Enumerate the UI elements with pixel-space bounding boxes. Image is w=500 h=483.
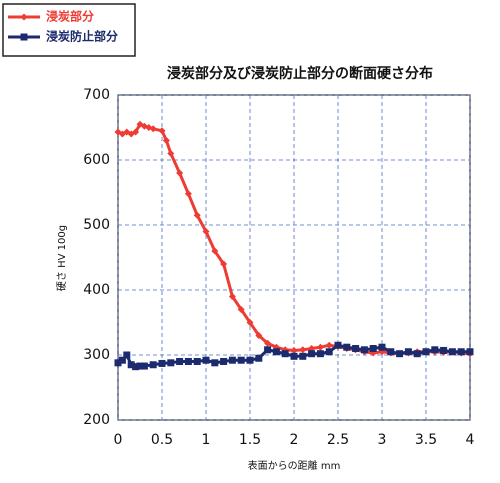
point (211, 359, 219, 367)
legend-marker (20, 13, 28, 21)
point (264, 339, 272, 347)
point (202, 228, 210, 235)
point (308, 350, 316, 358)
point (422, 348, 430, 356)
point (162, 137, 170, 144)
point (158, 127, 166, 135)
legend-box (2, 3, 136, 57)
point (220, 260, 228, 268)
x-tick-label: 1 (202, 432, 211, 448)
x-tick-label: 1.5 (239, 432, 261, 448)
point (184, 358, 192, 365)
y-tick-label: 600 (83, 152, 110, 168)
point (114, 359, 122, 367)
x-tick-label: 2.5 (327, 432, 349, 448)
point (136, 362, 144, 370)
x-tick-label: 3.5 (415, 432, 437, 448)
point (167, 150, 175, 157)
point (220, 358, 228, 365)
legend-marker (20, 33, 28, 41)
point (193, 211, 201, 219)
point (281, 350, 289, 358)
point (378, 343, 386, 351)
point (299, 352, 307, 360)
x-tick-label: 0.5 (151, 432, 173, 448)
point (352, 345, 360, 352)
point (255, 354, 263, 362)
point (211, 247, 219, 255)
point (334, 341, 342, 349)
y-axis-label: 硬さ HV 100g (56, 225, 68, 291)
point (413, 350, 421, 358)
point (457, 348, 465, 356)
point (272, 348, 280, 356)
point (140, 362, 148, 370)
point (228, 356, 236, 364)
point (440, 346, 448, 354)
point (123, 351, 131, 359)
point (299, 346, 307, 354)
y-tick-label: 300 (83, 347, 110, 363)
point (167, 359, 175, 367)
point (132, 363, 140, 371)
y-tick-label: 700 (83, 87, 110, 103)
point (448, 348, 456, 356)
legend-label: 浸炭防止部分 (46, 29, 118, 44)
point (237, 306, 245, 313)
point (158, 359, 166, 367)
x-tick-label: 0 (114, 432, 123, 448)
x-tick-label: 3 (378, 432, 387, 448)
y-tick-label: 400 (83, 282, 110, 298)
x-tick-label: 2 (290, 432, 299, 448)
x-tick-label: 4 (466, 432, 475, 448)
point (325, 348, 333, 356)
point (237, 356, 245, 364)
point (149, 361, 157, 369)
point (316, 343, 324, 351)
y-tick-label: 500 (83, 217, 110, 233)
point (228, 293, 236, 300)
point (132, 128, 140, 136)
point (149, 125, 157, 133)
chart-title: 浸炭部分及び浸炭防止部分の断面硬さ分布 (167, 65, 433, 82)
point (387, 348, 395, 356)
point (466, 348, 474, 356)
point (316, 350, 324, 358)
point (255, 332, 263, 339)
point (184, 190, 192, 198)
point (290, 352, 298, 360)
point (431, 346, 439, 354)
point (325, 341, 333, 349)
point (264, 346, 272, 354)
point (290, 346, 298, 354)
point (343, 343, 351, 351)
point (118, 356, 126, 364)
point (176, 358, 184, 365)
point (369, 345, 377, 352)
legend-label: 浸炭部分 (46, 9, 94, 24)
point (246, 356, 254, 364)
point (127, 361, 135, 369)
x-axis-label: 表面からの距離 mm (248, 459, 341, 472)
point (202, 356, 210, 364)
point (396, 350, 404, 358)
point (360, 346, 368, 354)
y-tick-label: 200 (83, 412, 110, 428)
point (193, 358, 201, 365)
point (246, 319, 254, 326)
point (404, 348, 412, 356)
point (176, 169, 184, 177)
